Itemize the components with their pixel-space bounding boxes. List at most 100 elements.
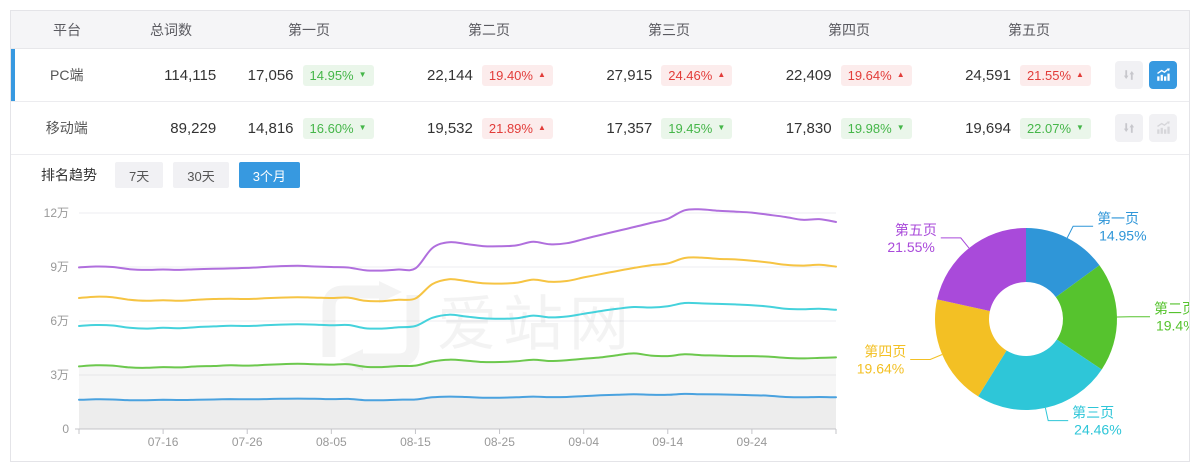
- donut-slice-第三页: [978, 339, 1102, 410]
- table-row[interactable]: PC端 114,115 17,056 14.95% ▼ 22,144 19.40% ▲ 27,9…: [11, 49, 1189, 102]
- donut-slice-第四页: [935, 299, 1007, 397]
- label-leader-line: [1066, 225, 1094, 239]
- trend-tab-7天[interactable]: 7天: [115, 162, 164, 188]
- trend-line-chart: 爱站网07-1607-2608-0508-1508-2509-0409-1409…: [44, 206, 837, 449]
- x-tick-label: 08-15: [400, 435, 431, 449]
- column-header-2: 总词数: [150, 21, 192, 38]
- trend-controls: 排名趋势 7天 30天 3个月: [11, 155, 1189, 195]
- trend-line-第二页(累计): [78, 352, 837, 369]
- x-tick-label: 09-14: [652, 435, 683, 449]
- page4-value: 17,830: [785, 119, 832, 137]
- column-header-6: 第四页: [828, 21, 870, 38]
- total-words-value: 89,229: [170, 119, 217, 137]
- charts-area: 爱站网07-1607-2608-0508-1508-2509-0409-1409…: [11, 195, 1189, 460]
- slice-pct-label: 21.55%: [887, 239, 934, 255]
- arrow-up-icon: ▲: [537, 123, 546, 132]
- x-tick-label: 08-05: [316, 435, 347, 449]
- slice-name-label: 第四页: [864, 344, 906, 360]
- page3-cell: 27,915 24.46% ▲: [577, 64, 756, 86]
- change-pct: 24.46%: [668, 67, 713, 83]
- slice-pct-label: 19.64%: [857, 361, 904, 377]
- trend-line-第一页: [78, 392, 837, 402]
- column-header-1: 平台: [53, 21, 81, 38]
- slice-pct-label: 19.4%: [1156, 318, 1189, 334]
- change-pct: 16.60%: [309, 120, 354, 136]
- sort-icon: [1123, 70, 1135, 80]
- row-actions: [1114, 114, 1189, 142]
- label-leader-line: [940, 237, 970, 249]
- chart-icon: [1157, 68, 1170, 81]
- column-header-3: 第一页: [288, 21, 330, 38]
- page2-cell: 22,144 19.40% ▲: [398, 64, 577, 86]
- chart-icon: [1157, 121, 1170, 134]
- change-badge: 19.40% ▲: [481, 64, 553, 86]
- change-pct: 21.89%: [488, 120, 533, 136]
- donut-slice-第一页: [1026, 228, 1100, 298]
- arrow-up-icon: ▲: [717, 70, 726, 79]
- sort-icon: [1123, 123, 1135, 133]
- page1-value: 17,056: [247, 66, 294, 84]
- y-tick-label: 9万: [50, 260, 69, 274]
- sort-button[interactable]: [1114, 61, 1143, 89]
- trend-line-第五页(累计总词数): [78, 208, 837, 272]
- page2-cell: 19,532 21.89% ▲: [398, 117, 577, 139]
- page3-value: 17,357: [606, 119, 653, 137]
- y-tick-label: 12万: [44, 206, 69, 220]
- page5-cell: 19,694 22.07% ▼: [936, 117, 1115, 139]
- page4-value: 22,409: [785, 66, 832, 84]
- change-pct: 19.64%: [847, 67, 892, 83]
- keyword-rank-panel: 平台 总词数 第一页 第二页 第三页 第四页 第五页 PC端 114,115 17,056 14.…: [10, 10, 1190, 462]
- change-pct: 19.40%: [488, 67, 533, 83]
- change-badge: 24.46% ▲: [661, 64, 733, 86]
- change-badge: 19.64% ▲: [840, 64, 912, 86]
- chart-toggle-button[interactable]: [1148, 61, 1177, 89]
- slice-name-label: 第一页: [1097, 210, 1139, 226]
- page3-value: 27,915: [606, 66, 653, 84]
- trend-tab-30天[interactable]: 30天: [173, 162, 229, 188]
- page3-cell: 17,357 19.45% ▼: [577, 117, 756, 139]
- change-pct: 14.95%: [309, 67, 354, 83]
- page4-cell: 17,830 19.98% ▼: [756, 117, 935, 139]
- label-leader-line: [1044, 407, 1069, 422]
- change-badge: 14.95% ▼: [302, 64, 374, 86]
- arrow-down-icon: ▼: [1076, 123, 1084, 132]
- page1-cell: 14,816 16.60% ▼: [218, 117, 397, 139]
- slice-name-label: 第五页: [895, 222, 937, 238]
- slice-pct-label: 24.46%: [1074, 422, 1121, 438]
- x-tick-label: 09-04: [568, 435, 599, 449]
- column-header-7: 第五页: [1008, 21, 1050, 38]
- arrow-down-icon: ▼: [358, 70, 367, 79]
- label-leader-line: [910, 354, 943, 360]
- page2-value: 19,532: [426, 119, 473, 137]
- x-tick-label: 07-26: [232, 435, 263, 449]
- x-tick-label: 09-24: [737, 435, 768, 449]
- slice-name-label: 第二页: [1154, 301, 1189, 317]
- sort-button[interactable]: [1114, 114, 1143, 142]
- change-badge: 21.89% ▲: [481, 117, 553, 139]
- column-header-5: 第三页: [648, 21, 690, 38]
- change-pct: 22.07%: [1026, 120, 1072, 136]
- arrow-down-icon: ▼: [717, 123, 726, 132]
- y-tick-label: 0: [62, 422, 69, 436]
- trend-tab-3个月[interactable]: 3个月: [238, 162, 300, 188]
- change-badge: 21.55% ▲: [1019, 64, 1091, 86]
- page5-cell: 24,591 21.55% ▲: [936, 64, 1115, 86]
- trend-section-title: 排名趋势: [41, 167, 97, 183]
- total-words-value: 114,115: [164, 66, 217, 84]
- arrow-down-icon: ▼: [896, 123, 905, 132]
- svg-text:爱站网: 爱站网: [437, 291, 635, 358]
- x-tick-label: 08-25: [484, 435, 515, 449]
- chart-toggle-button[interactable]: [1148, 114, 1177, 142]
- table-row[interactable]: 移动端 89,229 14,816 16.60% ▼ 19,532 21.89% ▲ 17,35…: [11, 102, 1189, 155]
- aizhan-watermark: 爱站网: [322, 281, 635, 371]
- page4-cell: 22,409 19.64% ▲: [756, 64, 935, 86]
- page1-value: 14,816: [247, 119, 294, 137]
- change-badge: 19.45% ▼: [661, 117, 733, 139]
- arrow-down-icon: ▼: [358, 123, 367, 132]
- donut-slice-第二页: [1055, 265, 1117, 370]
- y-tick-label: 6万: [50, 314, 69, 328]
- x-tick-label: 07-16: [148, 435, 179, 449]
- arrow-up-icon: ▲: [537, 70, 546, 79]
- slice-pct-label: 14.95%: [1099, 227, 1146, 243]
